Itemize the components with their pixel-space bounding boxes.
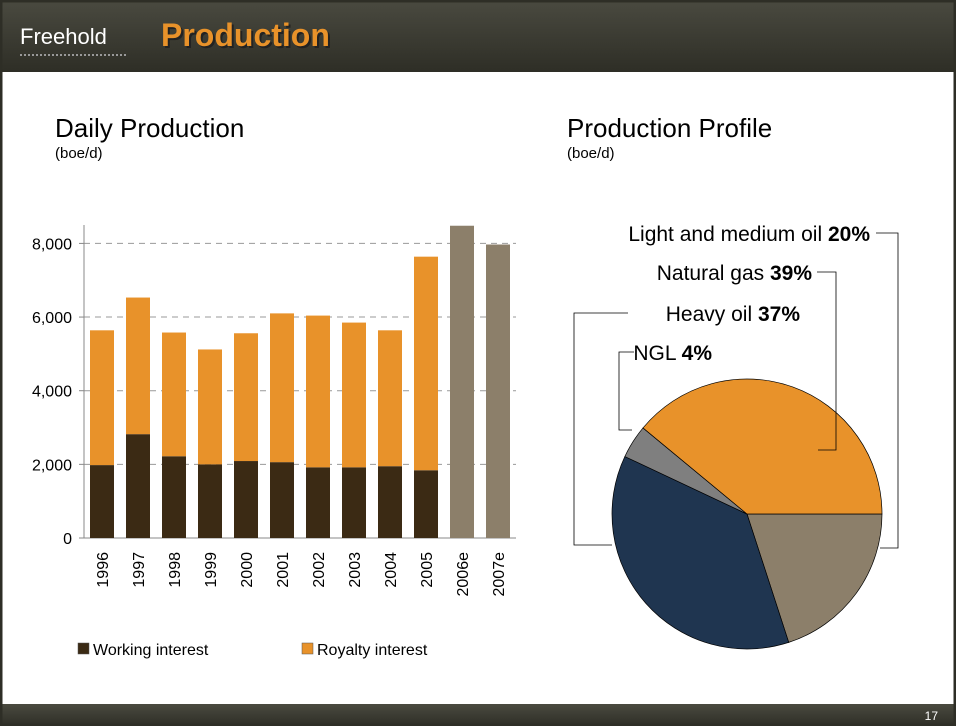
page-number: 17	[925, 709, 939, 723]
header-bar	[0, 0, 956, 72]
legend-label: Working interest	[93, 642, 209, 659]
y-tick-label: 4,000	[32, 384, 72, 401]
pie-slice	[746, 513, 883, 643]
slice-value: 39%	[770, 262, 812, 285]
bar-segment	[414, 256, 438, 471]
x-tick-label: 2001	[275, 552, 292, 588]
slice-label: Heavy oil 37%	[666, 303, 801, 326]
bar-segment	[342, 467, 366, 538]
bar-segment	[306, 315, 330, 468]
bar-segment	[450, 225, 474, 539]
bar-segment	[342, 322, 366, 468]
bar-segment	[126, 434, 150, 538]
slice-name: Natural gas	[657, 262, 764, 285]
logo: Freehold	[20, 24, 107, 49]
x-tick-label: 1998	[167, 552, 184, 588]
x-tick-label: 2002	[311, 552, 328, 588]
title-shadow: Production	[163, 19, 332, 55]
bar-segment	[198, 464, 222, 538]
bar-segment	[234, 333, 258, 462]
bar-segment	[378, 466, 402, 538]
x-tick-label: 2000	[239, 552, 256, 588]
slice-value: 37%	[758, 303, 800, 326]
x-tick-label: 2005	[419, 552, 436, 588]
bar-segment	[90, 465, 114, 538]
bar-segment	[234, 461, 258, 538]
leader-line	[876, 232, 899, 549]
bar-segment	[486, 244, 510, 538]
x-tick-label: 2004	[383, 552, 400, 588]
x-tick-label: 2003	[347, 552, 364, 588]
chart-subtitle: (boe/d)	[567, 145, 615, 162]
slice-value: 20%	[828, 223, 870, 246]
slice-name: Heavy oil	[666, 303, 752, 326]
x-tick-label: 2007e	[491, 552, 508, 597]
x-tick-label: 1997	[131, 552, 148, 588]
x-tick-label: 1999	[203, 552, 220, 588]
slice-name: NGL	[633, 342, 676, 365]
pie-slice	[642, 378, 883, 515]
legend-label: Royalty interest	[317, 642, 428, 659]
bar-segment	[270, 462, 294, 538]
y-tick-label: 0	[63, 531, 72, 548]
bar-segment	[198, 349, 222, 465]
bar-segment	[270, 313, 294, 463]
y-tick-label: 2,000	[32, 457, 72, 474]
bar-segment	[126, 297, 150, 435]
legend-swatch	[301, 642, 314, 655]
bar-segment	[306, 467, 330, 538]
bar-segment	[162, 332, 186, 457]
slice-value: 4%	[682, 342, 713, 365]
bar-segment	[378, 330, 402, 467]
y-tick-label: 6,000	[32, 310, 72, 327]
slice-label: Light and medium oil 20%	[628, 223, 870, 246]
leader-line	[618, 351, 634, 431]
slice-name: Light and medium oil	[628, 223, 822, 246]
x-tick-label: 1996	[95, 552, 112, 588]
chart-subtitle: (boe/d)	[55, 145, 103, 162]
slice-label: Natural gas 39%	[657, 262, 813, 285]
bar-segment	[414, 470, 438, 538]
bar-segment	[90, 330, 114, 466]
bar-segment	[162, 456, 186, 538]
slide-title: Production	[161, 17, 330, 53]
legend-swatch	[77, 642, 90, 655]
pie-slice	[611, 456, 790, 650]
chart-title: Production Profile	[567, 113, 772, 143]
leader-line	[573, 312, 628, 546]
chart-title: Daily Production	[55, 113, 244, 143]
y-tick-label: 8,000	[32, 236, 72, 253]
slice-label: NGL 4%	[633, 342, 712, 365]
x-tick-label: 2006e	[455, 552, 472, 597]
leader-line	[817, 271, 837, 451]
footer-bar	[0, 704, 956, 726]
